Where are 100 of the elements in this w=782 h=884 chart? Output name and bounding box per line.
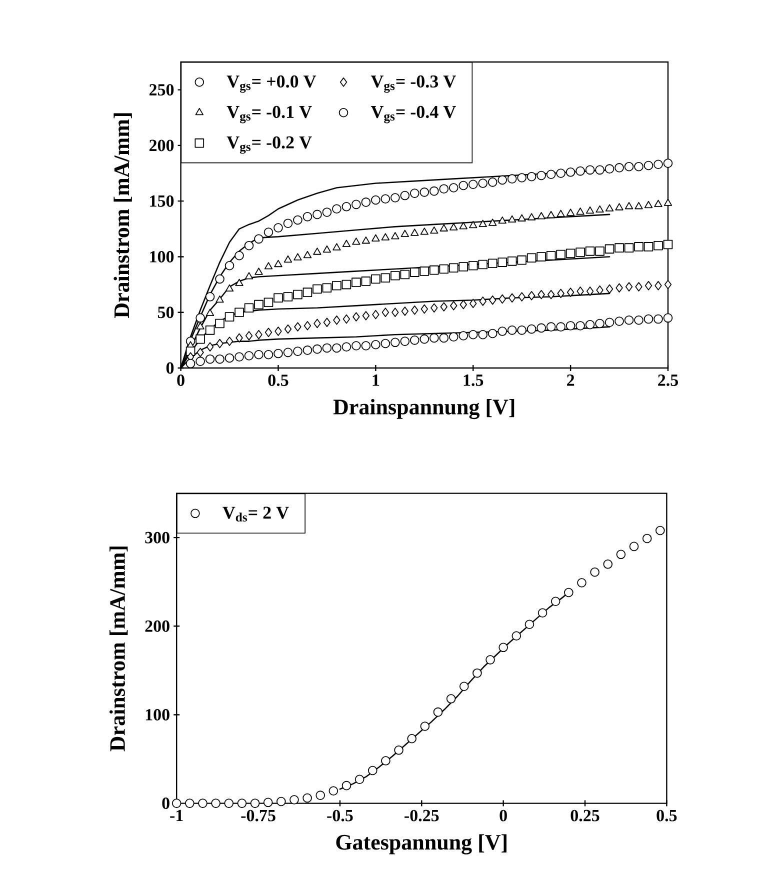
point [556, 210, 565, 217]
point [459, 222, 468, 230]
point [244, 303, 254, 313]
point [654, 160, 663, 170]
point [604, 164, 614, 174]
point [468, 260, 478, 270]
point [245, 331, 253, 340]
point [478, 330, 488, 340]
point [196, 348, 204, 358]
y-tick-label: 150 [150, 195, 174, 207]
point [576, 286, 584, 296]
legend-label: V$_{gs}$= +0.0 V [226, 75, 316, 93]
point [616, 550, 626, 560]
point [302, 346, 312, 355]
point [381, 756, 390, 766]
point [644, 314, 654, 324]
point [196, 356, 205, 366]
point [322, 283, 332, 293]
point [283, 348, 293, 358]
point [332, 243, 341, 250]
point [215, 354, 224, 364]
point [624, 162, 634, 172]
point [564, 588, 574, 598]
point [390, 338, 400, 348]
point [625, 282, 633, 292]
point [274, 223, 283, 232]
point [185, 798, 194, 808]
y-tick-label: 200 [149, 140, 174, 152]
x-tick-label: 1.5 [464, 374, 484, 386]
point [362, 311, 370, 320]
point [547, 290, 555, 300]
point [420, 334, 430, 344]
point [517, 173, 526, 182]
point [382, 308, 390, 318]
point [635, 282, 642, 292]
point [536, 252, 546, 262]
point [276, 796, 286, 806]
point [590, 567, 600, 577]
point [352, 341, 361, 350]
point [352, 200, 361, 210]
point [224, 260, 234, 270]
point [368, 766, 378, 776]
point [585, 246, 595, 256]
point [654, 314, 663, 324]
point [634, 202, 643, 210]
point [264, 262, 273, 270]
point [400, 230, 409, 238]
point [420, 228, 428, 235]
point [440, 302, 448, 312]
x-tick-label: 0 [177, 374, 184, 386]
point [430, 226, 438, 234]
point [518, 214, 526, 222]
point [410, 188, 420, 198]
y-tick-label: 0 [166, 362, 174, 374]
point [294, 322, 302, 332]
point [284, 255, 292, 263]
point [274, 260, 282, 268]
point [322, 245, 332, 253]
point [205, 354, 215, 364]
point [255, 330, 262, 340]
point [380, 338, 390, 348]
point [371, 340, 380, 350]
point [528, 291, 536, 300]
point [234, 352, 244, 362]
point [550, 596, 560, 606]
point [468, 330, 478, 340]
point [352, 238, 360, 245]
point [556, 250, 566, 260]
point [546, 210, 556, 218]
point [391, 232, 400, 240]
point [236, 333, 243, 343]
point [400, 270, 410, 280]
point [488, 328, 498, 338]
point [642, 534, 652, 544]
point [235, 278, 244, 286]
point [508, 293, 516, 303]
x-axis-title: Gatespannung [V] [336, 834, 506, 854]
point [538, 290, 545, 300]
point [614, 243, 624, 252]
point [458, 180, 468, 190]
point [323, 318, 331, 328]
point [585, 320, 595, 330]
point [664, 280, 672, 290]
y-tick-label: 100 [146, 708, 170, 720]
point [450, 223, 458, 230]
x-tick-label: 0.25 [570, 810, 600, 822]
point [585, 165, 595, 175]
point [290, 795, 299, 804]
point [372, 310, 380, 320]
point [304, 321, 312, 330]
point [332, 281, 342, 290]
point [264, 328, 272, 338]
point [566, 208, 575, 216]
point [586, 206, 594, 214]
point [614, 316, 624, 326]
point [361, 276, 371, 286]
point [342, 314, 350, 324]
point [664, 198, 672, 206]
point [302, 212, 312, 222]
point [478, 260, 488, 270]
